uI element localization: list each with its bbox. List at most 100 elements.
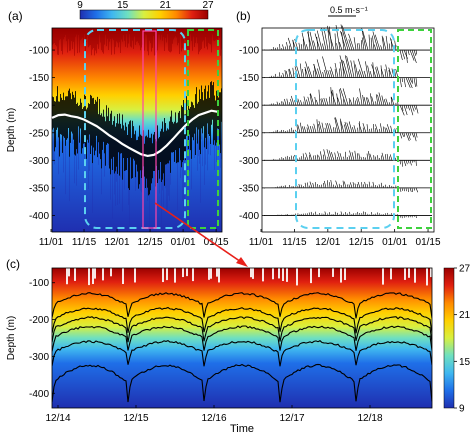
velocity-stick: [284, 98, 287, 106]
velocity-stick: [281, 185, 283, 188]
velocity-stick: [349, 99, 353, 106]
axis-a-ticks: -100 -150 -200 -250 -300 -350 -400 11/01 11/15 12…: [29, 46, 229, 248]
plot-area-b: [261, 27, 435, 233]
velocity-stick: [401, 187, 403, 191]
velocity-stick: [288, 69, 291, 78]
velocity-stick: [295, 213, 297, 216]
x-tick-label: 12/17: [279, 413, 304, 424]
velocity-stick: [317, 154, 319, 161]
y-tick-label: -400: [29, 389, 49, 400]
xlabel-c: Time: [230, 423, 254, 435]
velocity-stick: [325, 98, 329, 106]
x-tick-label: 12/15: [123, 413, 148, 424]
velocity-stick: [323, 28, 329, 51]
y-tick-label: -300: [29, 156, 49, 167]
velocity-stick: [307, 213, 309, 216]
velocity-stick: [368, 181, 371, 188]
velocity-stick: [348, 121, 353, 133]
velocity-stick: [285, 46, 287, 51]
velocity-stick: [386, 127, 389, 133]
velocity-stick: [399, 132, 403, 139]
velocity-stick: [374, 128, 377, 133]
ylabel-c: Depth (m): [6, 316, 17, 360]
velocity-stick: [407, 105, 410, 111]
velocity-stick: [353, 37, 357, 51]
velocity-stick: [391, 213, 393, 216]
velocity-stick: [314, 182, 317, 188]
velocity-stick: [359, 121, 361, 133]
x-tick-label: 11/01: [249, 237, 274, 248]
velocity-stick: [409, 132, 411, 136]
velocity-stick: [407, 160, 410, 164]
velocity-stick: [340, 211, 343, 216]
velocity-stick: [413, 105, 417, 110]
velocity-stick: [409, 77, 412, 83]
y-tick-label: -100: [239, 46, 259, 57]
velocity-stick: [381, 155, 383, 161]
velocity-stick: [403, 187, 405, 192]
velocity-stick: [314, 33, 321, 51]
velocity-stick: [297, 158, 299, 161]
velocity-stick: [339, 89, 343, 106]
velocity-stick: [309, 181, 313, 188]
velocity-stick: [388, 43, 391, 51]
y-tick-label: -350: [239, 183, 259, 194]
velocity-stick: [390, 96, 393, 106]
velocity-stick: [310, 93, 315, 106]
velocity-stick: [336, 43, 339, 51]
velocity-stick: [390, 125, 393, 133]
velocity-stick: [357, 97, 361, 106]
velocity-stick: [385, 184, 387, 188]
velocity-stick: [350, 182, 353, 188]
velocity-stick: [297, 124, 301, 133]
velocity-stick: [318, 155, 321, 161]
velocity-stick: [346, 157, 349, 161]
velocity-stick: [324, 180, 327, 188]
velocity-stick: [348, 97, 351, 106]
velocity-stick: [399, 215, 401, 218]
velocity-stick: [286, 98, 289, 106]
velocity-stick: [407, 187, 409, 193]
velocity-stick: [372, 31, 379, 51]
velocity-stick: [382, 37, 387, 51]
velocity-stick: [292, 129, 295, 133]
velocity-stick: [340, 30, 347, 51]
velocity-stick: [321, 184, 323, 188]
velocity-stick: [274, 73, 277, 78]
velocity-stick: [315, 211, 317, 216]
velocity-stick: [334, 33, 337, 51]
velocity-stick: [365, 61, 369, 78]
velocity-stick: [385, 213, 387, 216]
velocity-stick: [330, 87, 333, 106]
velocity-stick: [362, 123, 367, 133]
velocity-stick: [282, 44, 285, 51]
velocity-stick: [344, 121, 349, 133]
velocity-stick: [302, 153, 305, 161]
velocity-stick: [313, 40, 317, 51]
velocity-stick: [367, 97, 371, 106]
velocity-stick: [361, 40, 363, 51]
velocity-stick: [391, 97, 395, 106]
velocity-stick: [322, 154, 325, 161]
velocity-stick: [368, 34, 371, 51]
velocity-stick: [357, 58, 365, 78]
x-tick-label: 12/14: [45, 413, 70, 424]
velocity-stick: [318, 123, 321, 133]
velocity-stick: [320, 151, 323, 161]
velocity-stick: [334, 127, 337, 133]
velocity-stick: [407, 215, 409, 218]
velocity-stick: [302, 68, 305, 78]
velocity-stick: [343, 60, 349, 78]
velocity-stick: [287, 213, 289, 216]
velocity-stick: [354, 183, 357, 188]
velocity-stick: [300, 122, 303, 133]
zoom-arrow: [154, 202, 248, 267]
velocity-stick: [329, 212, 331, 216]
velocity-stick: [312, 70, 315, 78]
velocity-stick: [386, 124, 391, 133]
velocity-stick: [407, 132, 411, 140]
velocity-stick: [288, 45, 291, 51]
y-tick-label: -250: [239, 128, 259, 139]
velocity-stick: [411, 187, 413, 193]
velocity-stick: [321, 122, 325, 133]
